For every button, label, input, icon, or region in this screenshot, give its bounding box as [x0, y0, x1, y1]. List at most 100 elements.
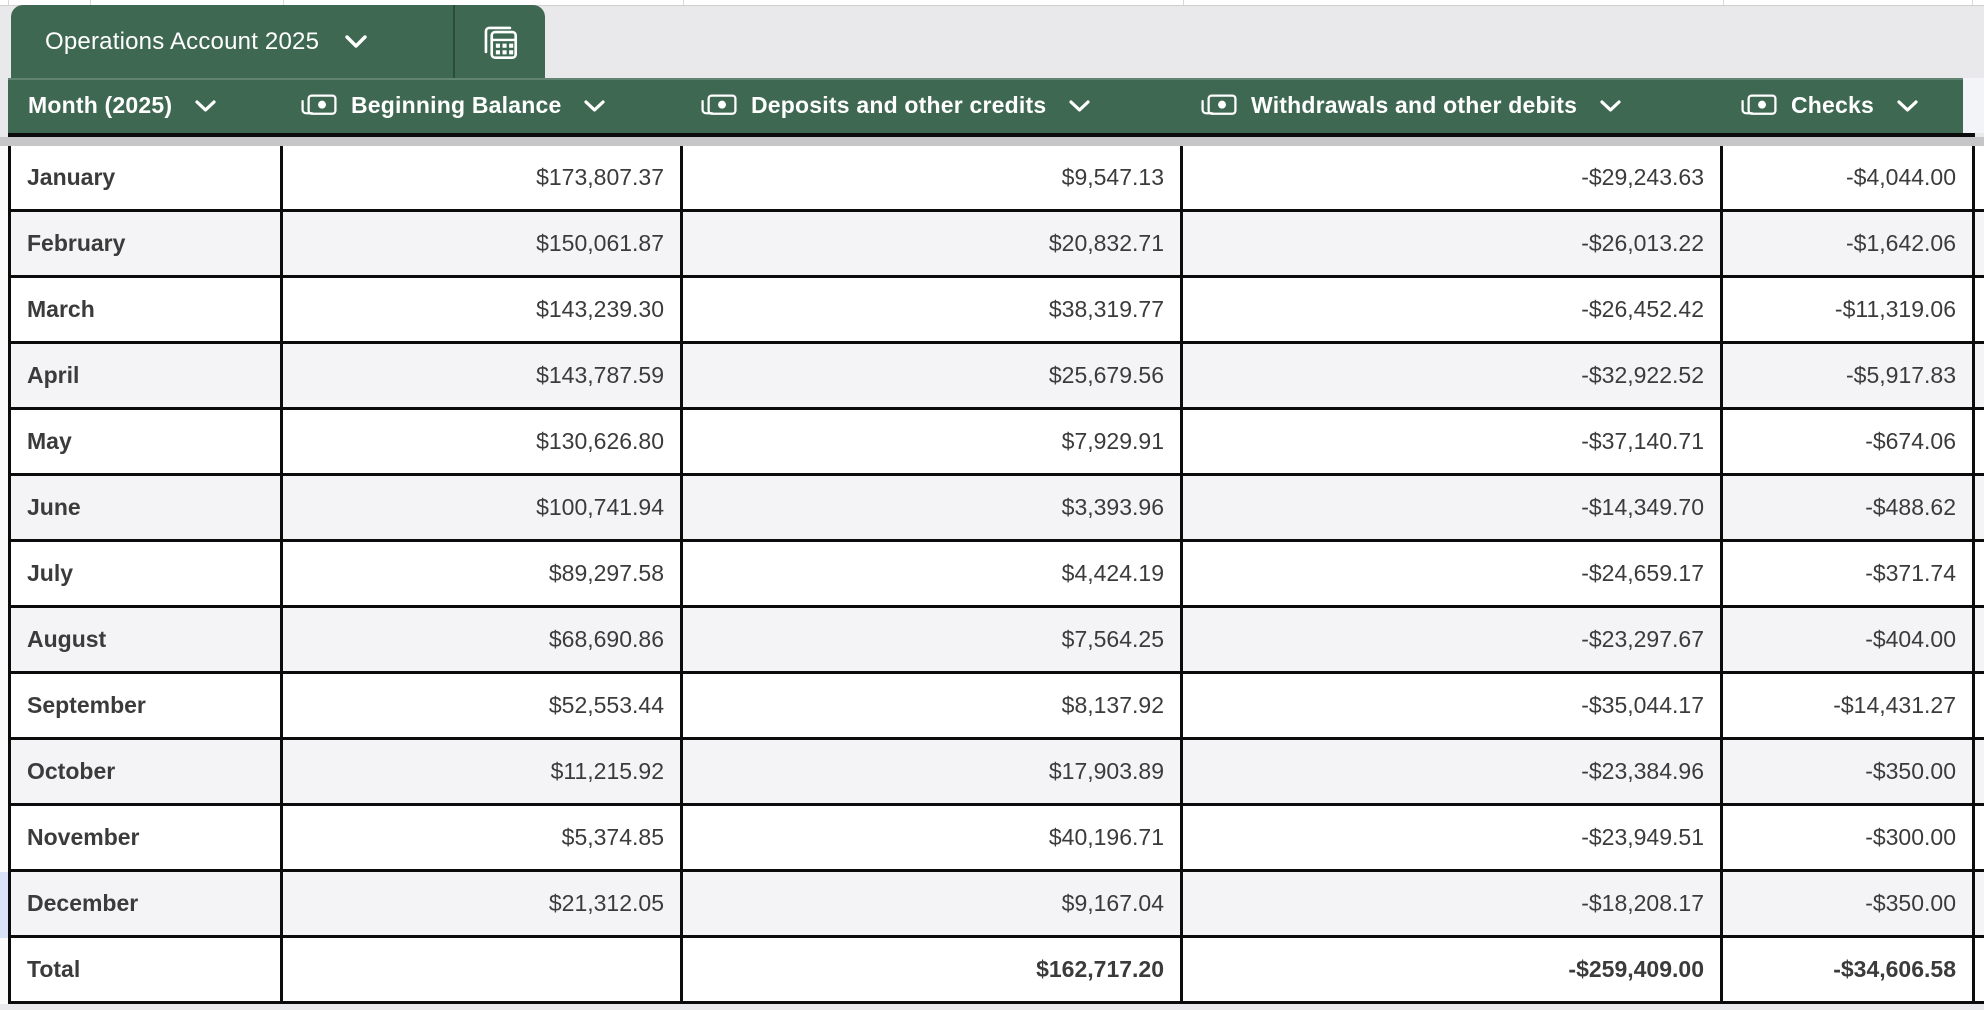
column-header-deposits[interactable]: Deposits and other credits — [683, 92, 1183, 119]
beginning-balance-cell[interactable]: $52,553.44 — [283, 674, 683, 737]
month-cell[interactable]: February — [8, 212, 283, 275]
checks-cell[interactable]: -$350.00 — [1723, 740, 1975, 803]
column-header-month[interactable]: Month (2025) — [8, 92, 283, 119]
checks-cell[interactable]: -$5,917.83 — [1723, 344, 1975, 407]
month-cell[interactable]: Total — [8, 938, 283, 1001]
chevron-down-icon — [584, 99, 606, 112]
withdrawals-cell[interactable]: -$24,659.17 — [1183, 542, 1723, 605]
table-row: December $21,312.05 $9,167.04 -$18,208.1… — [8, 872, 1984, 938]
view-tab[interactable]: Operations Account 2025 — [11, 5, 545, 78]
row-edge-sliver — [1975, 806, 1984, 869]
table-row: June $100,741.94 $3,393.96 -$14,349.70 -… — [8, 476, 1984, 542]
beginning-balance-cell[interactable]: $11,215.92 — [283, 740, 683, 803]
column-header-label: Withdrawals and other debits — [1251, 92, 1578, 118]
deposits-cell[interactable]: $4,424.19 — [683, 542, 1183, 605]
column-header-label: Beginning Balance — [351, 92, 562, 118]
checks-cell[interactable]: -$4,044.00 — [1723, 146, 1975, 209]
beginning-balance-cell[interactable]: $143,787.59 — [283, 344, 683, 407]
row-edge-sliver — [1975, 872, 1984, 935]
checks-cell[interactable]: -$34,606.58 — [1723, 938, 1975, 1001]
table-top-border — [8, 133, 1975, 137]
month-cell[interactable]: August — [8, 608, 283, 671]
row-edge-sliver — [1975, 212, 1984, 275]
beginning-balance-cell[interactable]: $100,741.94 — [283, 476, 683, 539]
month-cell[interactable]: May — [8, 410, 283, 473]
month-cell[interactable]: January — [8, 146, 283, 209]
checks-cell[interactable]: -$674.06 — [1723, 410, 1975, 473]
deposits-cell[interactable]: $20,832.71 — [683, 212, 1183, 275]
deposits-cell[interactable]: $40,196.71 — [683, 806, 1183, 869]
month-cell[interactable]: March — [8, 278, 283, 341]
header-body-gap — [0, 137, 1984, 146]
chevron-down-icon — [195, 99, 216, 112]
withdrawals-cell[interactable]: -$37,140.71 — [1183, 410, 1723, 473]
month-cell[interactable]: December — [8, 872, 283, 935]
column-header-beginning-balance[interactable]: Beginning Balance — [283, 92, 683, 119]
checks-cell[interactable]: -$404.00 — [1723, 608, 1975, 671]
month-cell[interactable]: November — [8, 806, 283, 869]
checks-cell[interactable]: -$14,431.27 — [1723, 674, 1975, 737]
deposits-cell[interactable]: $8,137.92 — [683, 674, 1183, 737]
withdrawals-cell[interactable]: -$23,384.96 — [1183, 740, 1723, 803]
withdrawals-cell[interactable]: -$18,208.17 — [1183, 872, 1723, 935]
deposits-cell[interactable]: $17,903.89 — [683, 740, 1183, 803]
view-tab-title: Operations Account 2025 — [45, 27, 320, 55]
currency-icon — [700, 93, 738, 118]
withdrawals-cell[interactable]: -$29,243.63 — [1183, 146, 1723, 209]
beginning-balance-cell[interactable]: $5,374.85 — [283, 806, 683, 869]
table-row: April $143,787.59 $25,679.56 -$32,922.52… — [8, 344, 1984, 410]
checks-cell[interactable]: -$1,642.06 — [1723, 212, 1975, 275]
deposits-cell[interactable]: $25,679.56 — [683, 344, 1183, 407]
row-edge-sliver — [1975, 410, 1984, 473]
withdrawals-cell[interactable]: -$23,297.67 — [1183, 608, 1723, 671]
table-row: November $5,374.85 $40,196.71 -$23,949.5… — [8, 806, 1984, 872]
withdrawals-cell[interactable]: -$14,349.70 — [1183, 476, 1723, 539]
deposits-cell[interactable]: $9,547.13 — [683, 146, 1183, 209]
deposits-cell[interactable]: $3,393.96 — [683, 476, 1183, 539]
beginning-balance-cell[interactable]: $130,626.80 — [283, 410, 683, 473]
table-row: January $173,807.37 $9,547.13 -$29,243.6… — [8, 146, 1984, 212]
table-row: February $150,061.87 $20,832.71 -$26,013… — [8, 212, 1984, 278]
table-row: Total $162,717.20 -$259,409.00 -$34,606.… — [8, 938, 1984, 1004]
row-edge-sliver — [1975, 740, 1984, 803]
month-cell[interactable]: September — [8, 674, 283, 737]
column-header-row: Month (2025) Beginning Balance — [8, 78, 1963, 133]
beginning-balance-cell[interactable]: $89,297.58 — [283, 542, 683, 605]
checks-cell[interactable]: -$488.62 — [1723, 476, 1975, 539]
deposits-cell[interactable]: $7,564.25 — [683, 608, 1183, 671]
month-cell[interactable]: April — [8, 344, 283, 407]
table-row: July $89,297.58 $4,424.19 -$24,659.17 -$… — [8, 542, 1984, 608]
withdrawals-cell[interactable]: -$26,013.22 — [1183, 212, 1723, 275]
checks-cell[interactable]: -$300.00 — [1723, 806, 1975, 869]
month-cell[interactable]: June — [8, 476, 283, 539]
column-header-checks[interactable]: Checks — [1723, 92, 1963, 119]
beginning-balance-cell[interactable]: $68,690.86 — [283, 608, 683, 671]
column-header-withdrawals[interactable]: Withdrawals and other debits — [1183, 92, 1723, 119]
table-icon-button[interactable] — [455, 23, 545, 61]
withdrawals-cell[interactable]: -$259,409.00 — [1183, 938, 1723, 1001]
month-cell[interactable]: October — [8, 740, 283, 803]
checks-cell[interactable]: -$371.74 — [1723, 542, 1975, 605]
beginning-balance-cell[interactable]: $150,061.87 — [283, 212, 683, 275]
deposits-cell[interactable]: $162,717.20 — [683, 938, 1183, 1001]
checks-cell[interactable]: -$350.00 — [1723, 872, 1975, 935]
deposits-cell[interactable]: $38,319.77 — [683, 278, 1183, 341]
view-tab-title-zone[interactable]: Operations Account 2025 — [11, 28, 453, 56]
withdrawals-cell[interactable]: -$23,949.51 — [1183, 806, 1723, 869]
checks-cell[interactable]: -$11,319.06 — [1723, 278, 1975, 341]
row-gutter — [0, 146, 8, 1004]
table-row: March $143,239.30 $38,319.77 -$26,452.42… — [8, 278, 1984, 344]
beginning-balance-cell[interactable]: $143,239.30 — [283, 278, 683, 341]
beginning-balance-cell[interactable]: $21,312.05 — [283, 872, 683, 935]
withdrawals-cell[interactable]: -$26,452.42 — [1183, 278, 1723, 341]
beginning-balance-cell[interactable]: $173,807.37 — [283, 146, 683, 209]
withdrawals-cell[interactable]: -$32,922.52 — [1183, 344, 1723, 407]
deposits-cell[interactable]: $9,167.04 — [683, 872, 1183, 935]
month-cell[interactable]: July — [8, 542, 283, 605]
currency-icon — [300, 93, 338, 118]
row-edge-sliver — [1975, 344, 1984, 407]
withdrawals-cell[interactable]: -$35,044.17 — [1183, 674, 1723, 737]
beginning-balance-cell[interactable] — [283, 938, 683, 1001]
deposits-cell[interactable]: $7,929.91 — [683, 410, 1183, 473]
